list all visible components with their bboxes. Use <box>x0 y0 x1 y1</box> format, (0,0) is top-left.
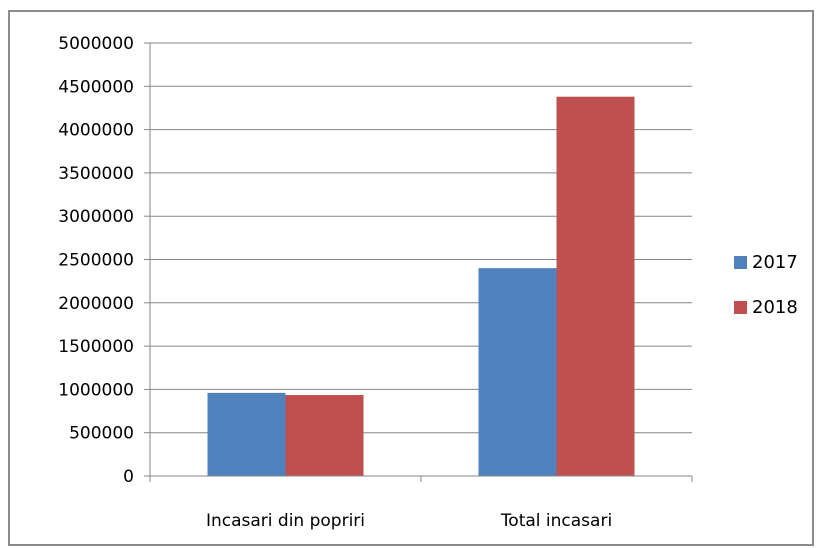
y-tick-label: 4000000 <box>58 121 134 141</box>
y-tick-label: 2000000 <box>58 294 134 314</box>
y-tick-labels: 0 500000 1000000 1500000 2000000 2500000 30000… <box>58 34 134 487</box>
x-tick-labels: Incasari din popriri Total incasari <box>206 511 612 531</box>
bar-2018-2 <box>556 96 635 476</box>
x-tick-label: Incasari din popriri <box>206 511 365 531</box>
x-tick-label: Total incasari <box>500 511 612 531</box>
legend-label-2017: 2017 <box>752 252 798 273</box>
y-tick-label: 3000000 <box>58 207 134 227</box>
bar-2017-1 <box>207 392 286 476</box>
legend-swatch-2018 <box>734 301 747 314</box>
chart-frame: 0 500000 1000000 1500000 2000000 2500000 30000… <box>8 10 814 546</box>
bars <box>207 96 635 476</box>
y-tick-label: 500000 <box>69 424 134 444</box>
bar-2018-1 <box>285 395 364 476</box>
legend-swatch-2017 <box>734 256 747 269</box>
y-tick-label: 1000000 <box>58 380 134 400</box>
legend: 2017 2018 <box>734 252 798 318</box>
y-tick-label: 3500000 <box>58 164 134 184</box>
y-tick-label: 1500000 <box>58 337 134 357</box>
y-tick-label: 4500000 <box>58 77 134 97</box>
gridlines <box>150 42 692 434</box>
y-tick-label: 2500000 <box>58 251 134 271</box>
axes <box>144 42 693 482</box>
y-tick-label: 5000000 <box>58 34 134 54</box>
bar-2017-2 <box>478 268 557 476</box>
legend-label-2018: 2018 <box>752 297 798 318</box>
y-tick-label: 0 <box>123 467 134 487</box>
